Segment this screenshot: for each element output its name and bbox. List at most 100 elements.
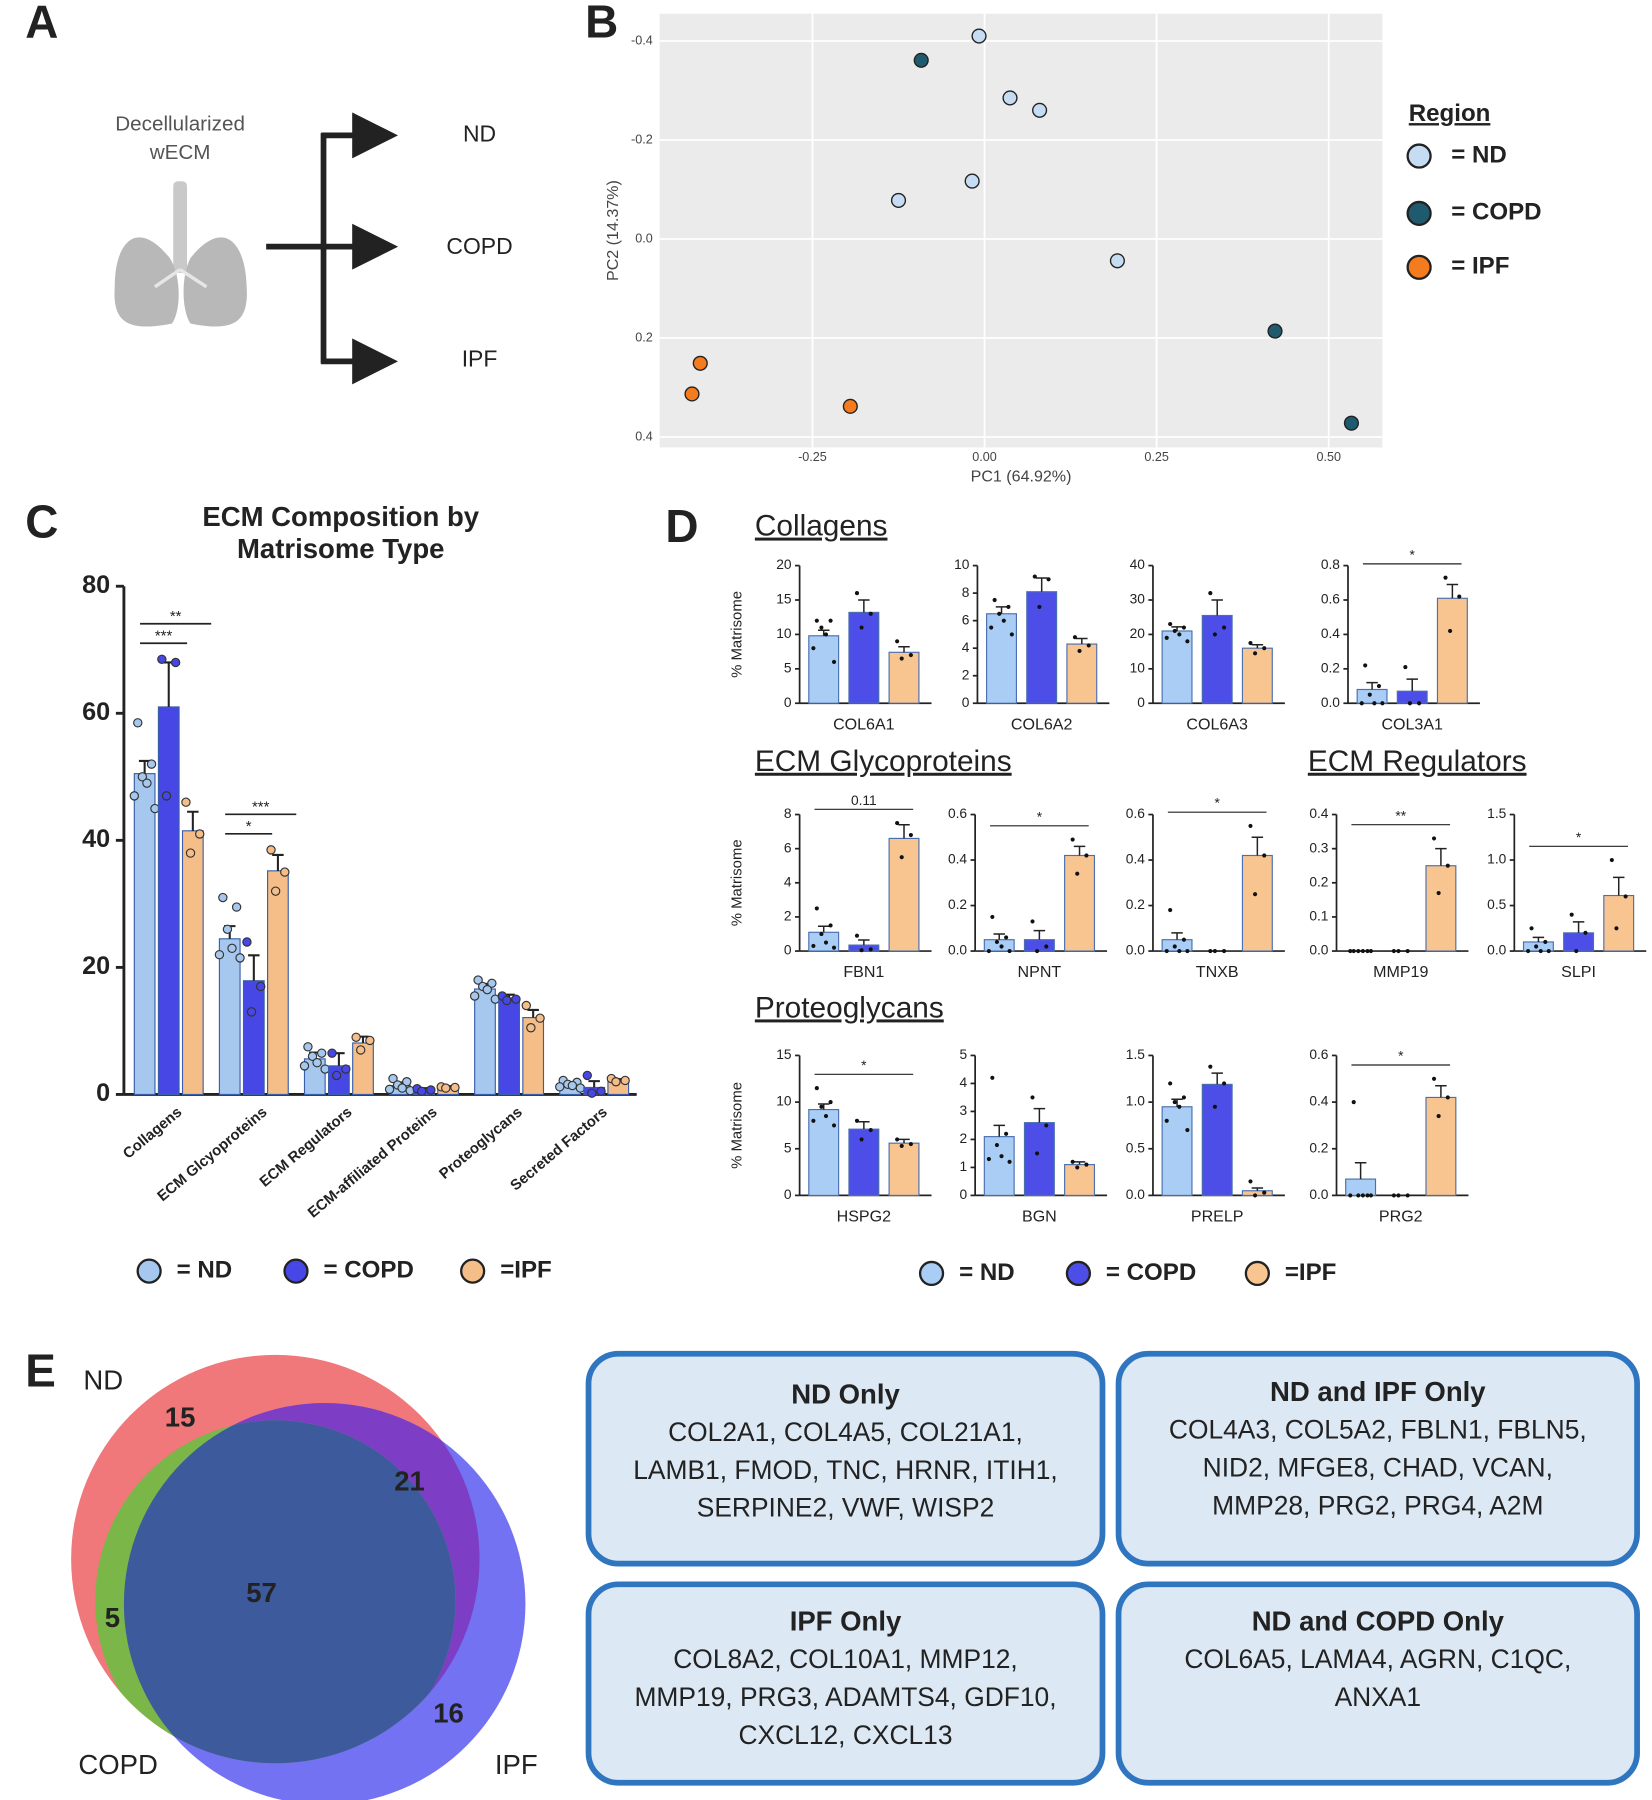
data-point — [1360, 1193, 1365, 1198]
y-tick-label: 0.2 — [1309, 1140, 1328, 1155]
venn-set-label: COPD — [78, 1749, 158, 1780]
data-point — [1185, 948, 1190, 954]
venn-set-label: ND — [83, 1365, 123, 1396]
y-tick-label: 0.5 — [1487, 897, 1506, 912]
data-point — [416, 1086, 427, 1096]
box-title: ND and IPF Only — [1270, 1376, 1486, 1407]
data-point — [831, 1123, 837, 1128]
data-point — [1044, 1123, 1049, 1128]
data-point — [1436, 1114, 1441, 1119]
y-tick-label: 2 — [784, 909, 792, 924]
y-tick-label: 0.0 — [1321, 695, 1340, 710]
data-point — [1084, 853, 1089, 858]
error-bar — [527, 1008, 539, 1018]
data-point — [441, 1083, 451, 1093]
data-point — [1391, 1193, 1396, 1198]
x-axis-title: TNXB — [1196, 963, 1239, 981]
error-bar — [187, 810, 199, 831]
data-point — [1212, 948, 1217, 954]
legend-marker — [460, 1258, 486, 1284]
data-point — [1417, 701, 1422, 706]
data-point — [1037, 604, 1042, 609]
data-point — [351, 1032, 361, 1042]
data-point — [986, 1156, 991, 1162]
data-point — [227, 943, 237, 954]
venn-count: 15 — [165, 1401, 196, 1432]
box-title: ND and COPD Only — [1252, 1606, 1505, 1637]
y-tick-label: 40 — [1130, 557, 1146, 572]
data-point — [859, 625, 864, 630]
data-point — [1380, 701, 1385, 706]
diagram-source: wECM — [149, 141, 211, 164]
group-title: ECM Regulators — [1308, 745, 1527, 778]
error-bar — [858, 939, 870, 946]
significance-label: * — [861, 1058, 867, 1073]
data-point — [1212, 632, 1217, 637]
y-tick-label: 20 — [82, 952, 110, 980]
y-tick-label: 0 — [784, 1187, 792, 1202]
data-point — [1538, 948, 1543, 954]
data-point — [823, 940, 829, 945]
data-point — [384, 1084, 395, 1095]
bar — [848, 611, 880, 704]
panel-label: D — [665, 500, 698, 552]
data-point — [1070, 837, 1075, 842]
data-point — [521, 1000, 531, 1011]
data-point — [1035, 1151, 1040, 1156]
data-point — [1351, 1100, 1356, 1105]
data-point — [502, 995, 512, 1006]
data-point — [1075, 1165, 1080, 1170]
x-axis-title: BGN — [1022, 1207, 1057, 1225]
data-point — [814, 1086, 819, 1091]
x-axis-title: NPNT — [1018, 963, 1062, 981]
data-point — [235, 953, 245, 963]
x-axis-title: HSPG2 — [837, 1207, 891, 1225]
data-point — [1212, 1104, 1217, 1109]
y-tick-label: 0 — [1137, 695, 1145, 710]
y-tick-label: 80 — [82, 571, 110, 599]
data-point — [994, 1142, 1000, 1148]
data-point — [828, 1100, 833, 1105]
y-tick-label: 4 — [784, 874, 792, 889]
data-point — [1609, 857, 1614, 863]
venn-count: 5 — [105, 1602, 120, 1633]
box-title: ND Only — [791, 1378, 900, 1409]
bar — [1241, 1190, 1273, 1196]
bar — [1026, 591, 1058, 704]
data-point — [1363, 663, 1368, 668]
venn-count: 21 — [394, 1466, 425, 1497]
data-point — [1436, 890, 1441, 896]
data-point — [133, 718, 143, 728]
legend-label: =IPF — [1285, 1259, 1337, 1286]
data-point — [1177, 1104, 1182, 1109]
data-point — [312, 1057, 322, 1068]
y-tick-label: 2 — [962, 667, 970, 682]
significance-label: * — [1398, 1049, 1404, 1064]
data-point — [307, 1051, 318, 1062]
data-point — [1262, 1190, 1267, 1195]
data-point — [1351, 948, 1356, 954]
chart-title: Matrisome Type — [237, 533, 444, 564]
bar — [1241, 647, 1273, 704]
y-tick-label: 0.4 — [1309, 806, 1328, 821]
data-point — [170, 657, 181, 668]
y-tick-label: 10 — [954, 557, 970, 572]
box-line: COL8A2, COL10A1, MMP12, — [673, 1644, 1017, 1674]
data-point — [1431, 1076, 1437, 1081]
bar — [1425, 1096, 1457, 1196]
venn-count: 16 — [433, 1697, 464, 1728]
data-point — [303, 1042, 313, 1052]
data-point — [1407, 701, 1413, 706]
data-point — [218, 892, 228, 903]
data-point — [1009, 632, 1014, 637]
data-point — [1006, 604, 1011, 609]
y-tick-label: 0.2 — [1309, 874, 1328, 889]
bar — [1023, 1122, 1055, 1196]
error-bar — [858, 1120, 870, 1130]
point — [1032, 102, 1048, 118]
data-point — [859, 948, 864, 953]
error-bar — [1435, 847, 1447, 866]
point — [692, 355, 708, 371]
panel-label: C — [25, 496, 58, 548]
data-point — [1367, 692, 1372, 697]
